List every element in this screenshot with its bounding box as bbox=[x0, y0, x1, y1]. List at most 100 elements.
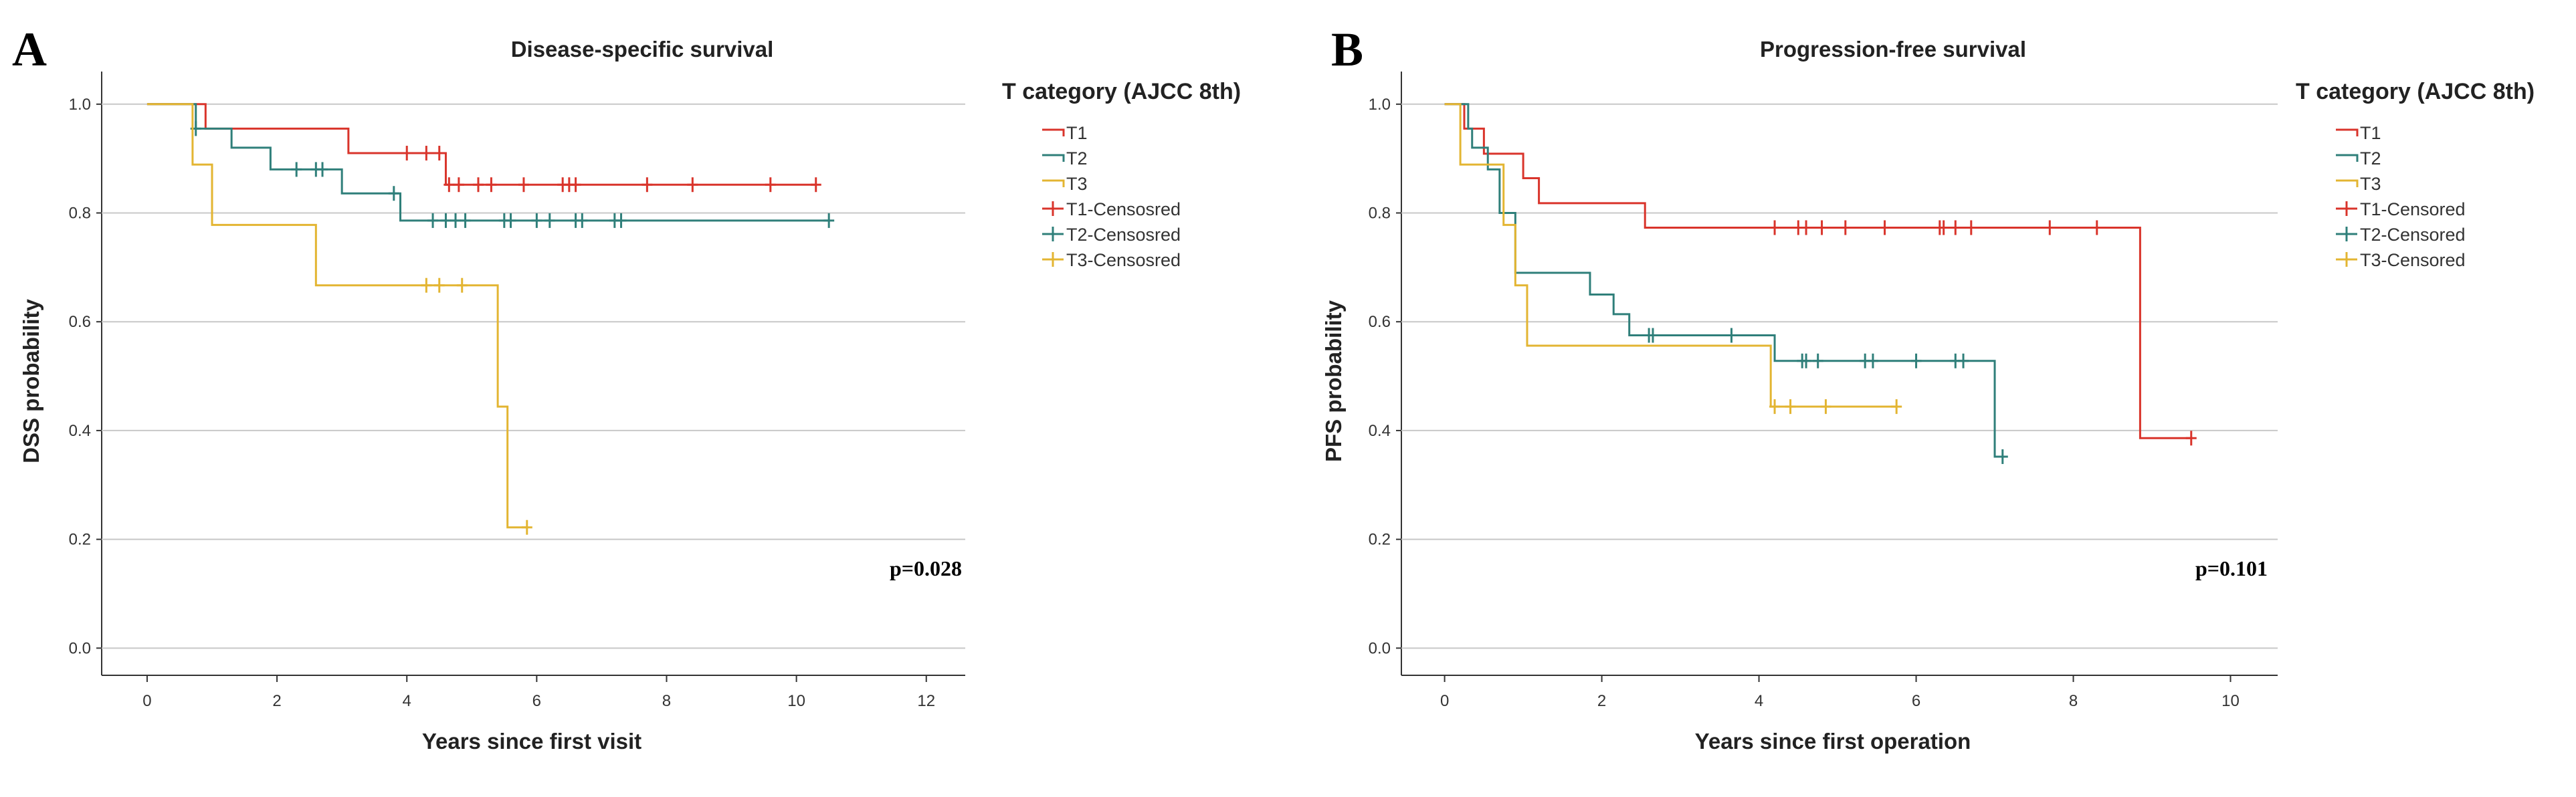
panel-b-y-tick-label: 0.0 bbox=[1369, 639, 1391, 657]
legend-item-t2: T2 bbox=[1042, 148, 1088, 168]
panel-a-t3-censor-mark bbox=[433, 277, 445, 293]
panel-a-t1-censor-mark bbox=[433, 146, 445, 161]
panel-b-t1-censor-mark bbox=[1950, 220, 1961, 235]
panel-a-t1-censor-mark bbox=[453, 177, 464, 193]
panel-b-t2-censor-mark bbox=[1997, 449, 2008, 464]
panel-b-x-tick-labels: 0 2 4 6 8 10 bbox=[1440, 675, 2240, 710]
legend-line-swatch bbox=[2336, 128, 2359, 136]
legend-item-t3-censored: T3-Censored bbox=[2336, 250, 2466, 270]
legend-label: T3-Censosred bbox=[1066, 250, 1181, 270]
panel-a-gridlines bbox=[96, 103, 965, 649]
panel-b-t1-censor-mark bbox=[1840, 220, 1851, 235]
panel-b-t3-curve bbox=[1444, 103, 1897, 408]
panel-a-t3-censor-mark bbox=[421, 277, 432, 293]
panel-a-x-tick-label: 12 bbox=[917, 692, 935, 710]
panel-a-t1-censor-mark bbox=[421, 146, 432, 161]
panel-b-t2-curve bbox=[1444, 103, 2003, 458]
panel-b-y-tick-label: 1.0 bbox=[1369, 96, 1391, 114]
panel-b-x-tick-label: 2 bbox=[1597, 692, 1606, 710]
panel-b-t1-censor-mark bbox=[1816, 220, 1827, 235]
panel-b-t1-censor-mark bbox=[2044, 220, 2056, 235]
panel-b-t2-censor-mark bbox=[1726, 328, 1737, 343]
panel-a-t1-censor-mark bbox=[443, 177, 455, 193]
legend-label: T3-Censored bbox=[2360, 250, 2466, 270]
legend-label: T1 bbox=[2360, 123, 2381, 143]
panel-b-t1-censor-mark bbox=[1938, 220, 1949, 235]
panel-a-dss-chart: A Disease-specific survival 0.0 0.2 0.4 0.6… bbox=[12, 23, 1241, 754]
legend-item-t1: T1 bbox=[1042, 123, 1088, 143]
panel-b-t3-censor-mark bbox=[1785, 399, 1796, 415]
panel-a-x-tick-label: 4 bbox=[403, 692, 411, 710]
panel-a-x-tick-label: 10 bbox=[787, 692, 805, 710]
panel-b-t3-censor-mark bbox=[1891, 399, 1902, 415]
panel-a-t2-curve bbox=[146, 103, 829, 222]
panel-b-t1-censor-mark bbox=[2091, 220, 2102, 235]
panel-b-pfs-chart: B Progression-free survival 0.0 0.2 0.4 0.6… bbox=[1321, 23, 2535, 754]
panel-b-t2-censor-mark bbox=[1812, 353, 1823, 368]
panel-a-t2-censor-mark bbox=[388, 186, 399, 201]
panel-b-title: Progression-free survival bbox=[1760, 37, 2026, 62]
panel-b-t1-censor-mark bbox=[1801, 220, 1812, 235]
panel-b-y-tick-label: 0.2 bbox=[1369, 531, 1391, 549]
panel-a-t2-censor-mark bbox=[440, 213, 452, 228]
panel-a-x-tick-label: 2 bbox=[272, 692, 281, 710]
legend-label: T1-Censored bbox=[2360, 199, 2466, 219]
panel-a-survival-curves bbox=[146, 103, 835, 535]
panel-b-letter: B bbox=[1331, 23, 1363, 76]
panel-b-y-tick-label: 0.4 bbox=[1369, 422, 1391, 440]
panel-a-t2-censor-mark bbox=[544, 213, 555, 228]
legend-item-t2-censosred: T2-Censosred bbox=[1042, 225, 1181, 245]
legend-item-t1: T1 bbox=[2336, 123, 2381, 143]
panel-a-t2-censor-mark bbox=[450, 213, 462, 228]
panel-b-x-tick-label: 8 bbox=[2069, 692, 2078, 710]
legend-item-t1-censosred: T1-Censosred bbox=[1042, 199, 1181, 219]
panel-a-t1-censor-mark bbox=[641, 177, 653, 193]
legend-label: T2-Censosred bbox=[1066, 225, 1181, 245]
panel-b-y-axis-label: PFS probability bbox=[1321, 300, 1346, 462]
panel-b-t3-censor-mark bbox=[1820, 399, 1831, 415]
panel-a-t1-censor-mark bbox=[518, 177, 529, 193]
panel-b-x-tick-label: 6 bbox=[1912, 692, 1920, 710]
panel-b-y-tick-label: 0.6 bbox=[1369, 313, 1391, 331]
panel-a-t1-censor-mark bbox=[765, 177, 776, 193]
panel-b-t1-curve bbox=[1444, 103, 2191, 439]
panel-a-y-tick-label: 1.0 bbox=[69, 96, 91, 114]
panel-a-y-tick-label: 0.4 bbox=[69, 422, 91, 440]
panel-b-t1-censor-mark bbox=[1965, 220, 1977, 235]
panel-a-y-tick-label: 0.6 bbox=[69, 313, 91, 331]
legend-label: T1-Censosred bbox=[1066, 199, 1181, 219]
legend-line-swatch bbox=[1042, 128, 1065, 136]
panel-b-x-axis-label: Years since first operation bbox=[1695, 729, 1971, 754]
panel-a-t1-censor-mark bbox=[486, 177, 497, 193]
panel-a-x-tick-label: 6 bbox=[532, 692, 541, 710]
panel-a-y-tick-label: 0.8 bbox=[69, 205, 91, 223]
legend-label: T2 bbox=[1066, 148, 1088, 168]
panel-a-y-tick-label: 0.0 bbox=[69, 639, 91, 657]
panel-b-x-tick-label: 10 bbox=[2221, 692, 2240, 710]
panel-a-t1-censor-mark bbox=[810, 177, 821, 193]
panel-a-t1-censor-mark bbox=[401, 146, 413, 161]
panel-a-x-tick-labels: 0 2 4 6 8 10 12 bbox=[142, 675, 935, 710]
panel-a-t3-censor-mark bbox=[521, 520, 532, 535]
panel-b-survival-curves bbox=[1444, 103, 2197, 464]
panel-a-t2-censor-mark bbox=[531, 213, 542, 228]
panel-b-t1-censor-mark bbox=[1769, 220, 1781, 235]
legend-label: T2-Censored bbox=[2360, 225, 2466, 245]
panel-a-x-tick-label: 0 bbox=[142, 692, 151, 710]
panel-a-t1-censor-mark bbox=[472, 177, 484, 193]
panel-b-t2-censor-mark bbox=[1647, 328, 1658, 343]
panel-a-x-axis-label: Years since first visit bbox=[422, 729, 641, 754]
panel-a-t2-censor-mark bbox=[291, 162, 302, 177]
legend-item-t2-censored: T2-Censored bbox=[2336, 225, 2466, 245]
panel-a-t2-censor-mark bbox=[823, 213, 835, 228]
legend-label: T2 bbox=[2360, 148, 2381, 168]
legend-line-swatch bbox=[1042, 154, 1065, 162]
legend-line-swatch bbox=[2336, 154, 2359, 162]
legend-label: T3 bbox=[1066, 174, 1088, 194]
panel-a-legend: T1 T2 T3 T1-Censosred T2-Censosred T3-Censosr… bbox=[1042, 123, 1181, 270]
panel-b-t2-censor-mark bbox=[1801, 353, 1812, 368]
panel-a-t3-curve bbox=[146, 103, 527, 529]
panel-a-letter: A bbox=[12, 23, 47, 76]
panel-a-t2-censor-mark bbox=[577, 213, 588, 228]
